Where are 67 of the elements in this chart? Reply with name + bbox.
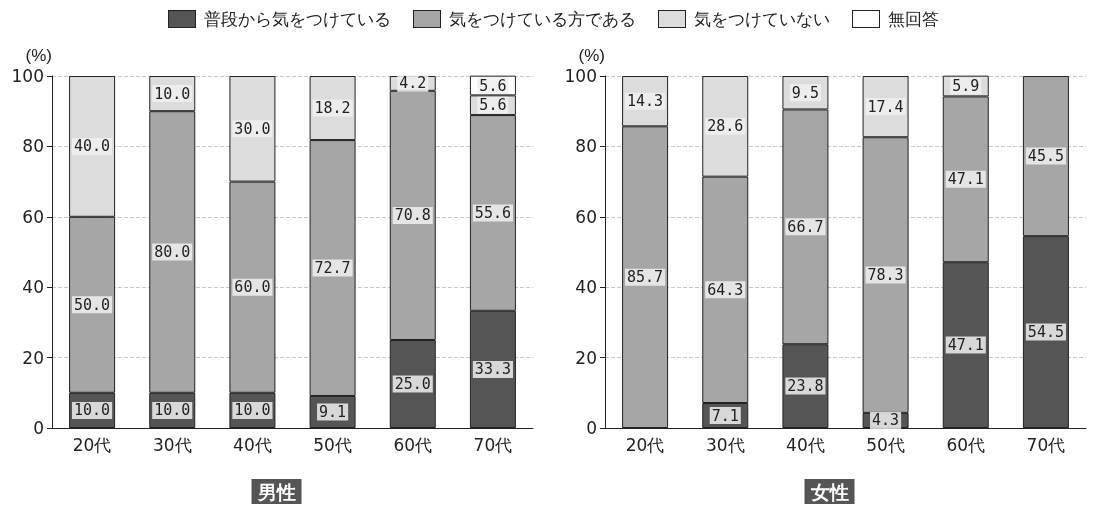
legend-label: 気をつけていない [694,7,830,31]
data-label: 54.5 [1027,323,1064,342]
y-tick-label: 60 [22,206,44,227]
y-tick-label: 100 [11,66,44,86]
y-tick-label: 40 [575,277,597,298]
x-tick-label: 40代 [233,434,272,455]
y-tick-label: 80 [22,136,44,157]
x-tick-label: 50代 [313,434,352,455]
x-tick-label: 30代 [705,434,745,455]
text: 女性 [809,480,849,503]
data-label: 14.3 [627,92,664,111]
y-tick-label: 20 [22,347,44,368]
data-label: 10.0 [154,84,191,103]
y-axis-title: (%) [25,46,52,65]
y-tick-label: 100 [564,66,597,86]
data-label: 70.8 [394,206,431,225]
data-label: 10.0 [74,401,111,420]
y-tick-label: 0 [586,418,597,438]
data-label: 47.1 [947,170,984,189]
data-label: 9.5 [791,83,819,102]
legend-label: 普段から気をつけている [204,7,391,31]
text: 男性 [256,480,296,503]
data-label: 25.0 [394,375,431,393]
data-label: 50.0 [74,295,111,314]
data-label: 23.8 [787,377,824,396]
data-label: 4.3 [872,411,900,430]
data-label: 4.2 [399,74,427,93]
data-label: 78.3 [867,266,904,285]
x-tick-label: 70代 [473,434,513,455]
x-tick-label: 40代 [786,434,825,455]
data-label: 5.9 [952,77,980,96]
data-label: 47.1 [947,336,984,355]
data-label: 45.5 [1027,147,1064,166]
data-label: 5.6 [479,76,507,95]
legend-label: 無回答 [888,7,939,31]
x-tick-label: 60代 [946,434,986,455]
data-label: 5.6 [479,96,507,115]
legend-label: 気をつけている方である [449,7,636,31]
y-tick-label: 40 [22,277,44,298]
data-label: 64.3 [707,280,744,299]
x-tick-label: 50代 [866,434,905,455]
data-label: 72.7 [314,259,351,278]
y-tick-label: 20 [575,347,597,368]
data-label: 28.6 [707,117,744,136]
x-tick-label: 20代 [72,434,112,455]
x-tick-label: 70代 [1026,434,1066,455]
y-tick-label: 80 [575,136,597,157]
data-label: 55.6 [474,203,511,222]
y-axis-title: (%) [578,46,605,65]
data-label: 10.0 [154,401,191,420]
x-tick-label: 20代 [625,434,665,455]
data-label: 30.0 [234,119,271,138]
data-label: 66.7 [787,217,824,236]
data-label: 80.0 [154,243,191,261]
x-tick-label: 30代 [152,434,192,455]
y-tick-label: 60 [575,206,597,227]
data-label: 60.0 [234,278,271,297]
data-label: 85.7 [627,268,664,287]
x-tick-label: 60代 [393,434,433,455]
data-label: 17.4 [867,97,904,116]
data-label: 9.1 [319,402,347,421]
y-tick-label: 0 [33,418,44,438]
data-label: 40.0 [74,137,111,156]
data-label: 18.2 [314,99,351,118]
data-label: 7.1 [711,406,739,425]
data-label: 33.3 [474,360,511,379]
data-label: 10.0 [234,401,271,420]
